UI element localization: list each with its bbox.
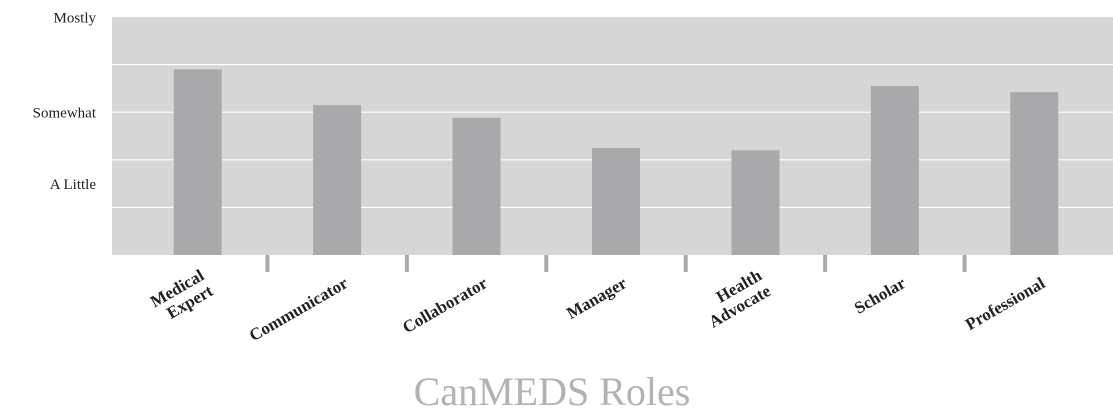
bar [592,147,640,255]
bar [1010,92,1059,255]
x-tick-label: Manager [563,273,630,323]
y-tick-label: Somewhat [33,106,97,122]
x-axis-title: CanMEDS Roles [414,369,691,414]
x-tick-label: Collaborator [399,273,491,337]
x-tick-label-group: Professional [962,273,1048,334]
y-tick-label: A Little [50,177,97,193]
x-tick-label-group: Communicator [246,273,352,345]
bar [173,69,222,255]
x-tick-label-group: Collaborator [399,273,491,337]
x-tick-label-group: Scholar [851,273,909,318]
y-tick-label: Mostly [53,10,96,26]
bar [870,86,919,256]
x-tick-label: Scholar [851,273,909,318]
bar [452,117,501,255]
bar [313,105,362,255]
x-tick-label-group: Manager [563,273,630,323]
bar [731,150,780,255]
x-tick-label: Professional [962,273,1048,334]
x-tick-label: Communicator [246,273,352,345]
